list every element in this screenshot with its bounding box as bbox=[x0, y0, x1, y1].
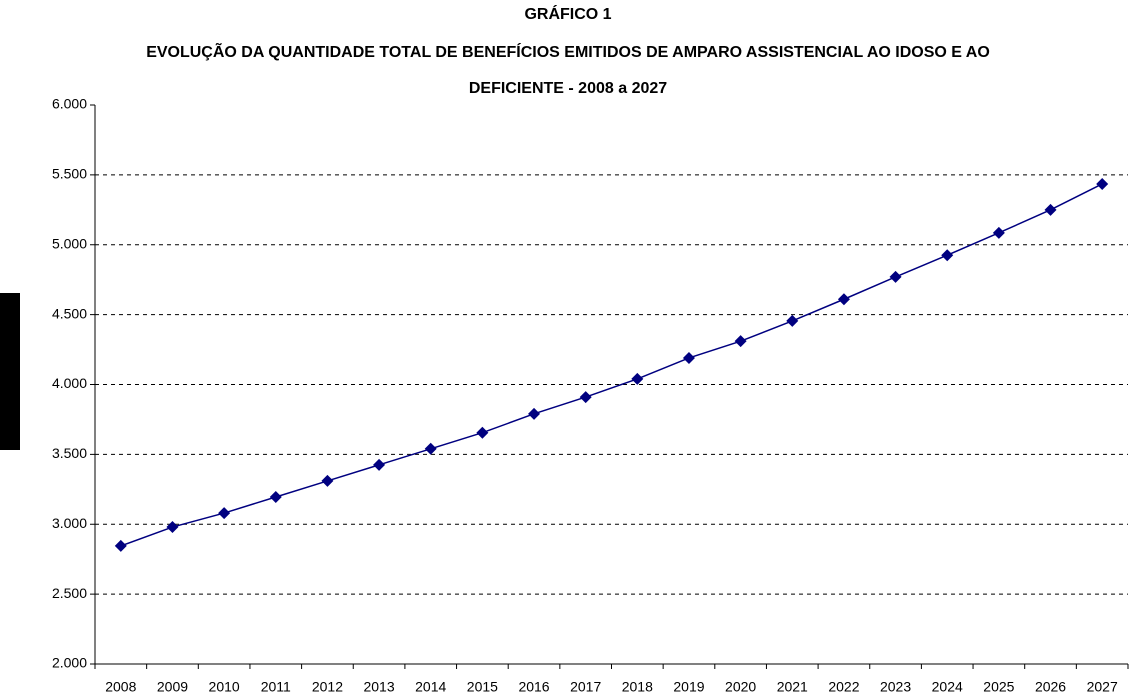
point-marker bbox=[528, 407, 541, 420]
x-tick-label: 2025 bbox=[983, 679, 1014, 695]
point-marker bbox=[734, 335, 747, 348]
y-tick-label: 2.500 bbox=[52, 585, 87, 601]
y-tick-label: 4.500 bbox=[52, 305, 87, 321]
point-marker bbox=[682, 351, 695, 364]
chart-subtitle: DEFICIENTE - 2008 a 2027 bbox=[469, 80, 667, 97]
point-marker bbox=[579, 391, 592, 404]
x-tick-label: 2020 bbox=[725, 679, 756, 695]
side-block bbox=[0, 293, 20, 450]
x-tick-label: 2019 bbox=[673, 679, 704, 695]
series-line bbox=[120, 183, 1103, 547]
x-tick-label: 2023 bbox=[880, 679, 911, 695]
point-marker bbox=[631, 372, 644, 385]
x-tick-label: 2016 bbox=[518, 679, 549, 695]
x-tick-label: 2015 bbox=[467, 679, 498, 695]
point-marker bbox=[476, 426, 489, 439]
point-marker bbox=[321, 474, 334, 487]
y-tick-label: 3.000 bbox=[52, 515, 87, 531]
point-marker bbox=[218, 507, 231, 520]
point-marker bbox=[166, 521, 179, 534]
x-tick-label: 2009 bbox=[157, 679, 188, 695]
y-tick-label: 5.500 bbox=[52, 166, 87, 182]
x-tick-label: 2026 bbox=[1035, 679, 1066, 695]
y-tick-label: 5.000 bbox=[52, 235, 87, 251]
point-marker bbox=[269, 490, 282, 503]
point-marker bbox=[1096, 177, 1109, 190]
y-tick-label: 4.000 bbox=[52, 375, 87, 391]
point-marker bbox=[424, 442, 437, 455]
x-tick-label: 2024 bbox=[932, 679, 963, 695]
x-tick-label: 2022 bbox=[828, 679, 859, 695]
point-marker bbox=[373, 458, 386, 471]
point-marker bbox=[837, 293, 850, 306]
x-tick-label: 2013 bbox=[363, 679, 394, 695]
point-marker bbox=[1044, 203, 1057, 216]
y-tick-label: 2.000 bbox=[52, 655, 87, 671]
x-tick-label: 2014 bbox=[415, 679, 446, 695]
point-marker bbox=[992, 226, 1005, 239]
x-tick-label: 2008 bbox=[105, 679, 136, 695]
chart-subtitle: EVOLUÇÃO DA QUANTIDADE TOTAL DE BENEFÍCI… bbox=[146, 41, 990, 61]
point-marker bbox=[889, 270, 902, 283]
point-marker bbox=[114, 539, 127, 552]
x-tick-label: 2010 bbox=[209, 679, 240, 695]
y-tick-label: 6.000 bbox=[52, 96, 87, 112]
point-marker bbox=[941, 249, 954, 262]
y-tick-label: 3.500 bbox=[52, 445, 87, 461]
chart-title: GRÁFICO 1 bbox=[524, 4, 611, 23]
x-tick-label: 2017 bbox=[570, 679, 601, 695]
x-tick-label: 2021 bbox=[777, 679, 808, 695]
point-marker bbox=[786, 314, 799, 327]
x-tick-label: 2027 bbox=[1087, 679, 1118, 695]
x-tick-label: 2018 bbox=[622, 679, 653, 695]
x-tick-label: 2011 bbox=[261, 679, 291, 695]
x-tick-label: 2012 bbox=[312, 679, 343, 695]
